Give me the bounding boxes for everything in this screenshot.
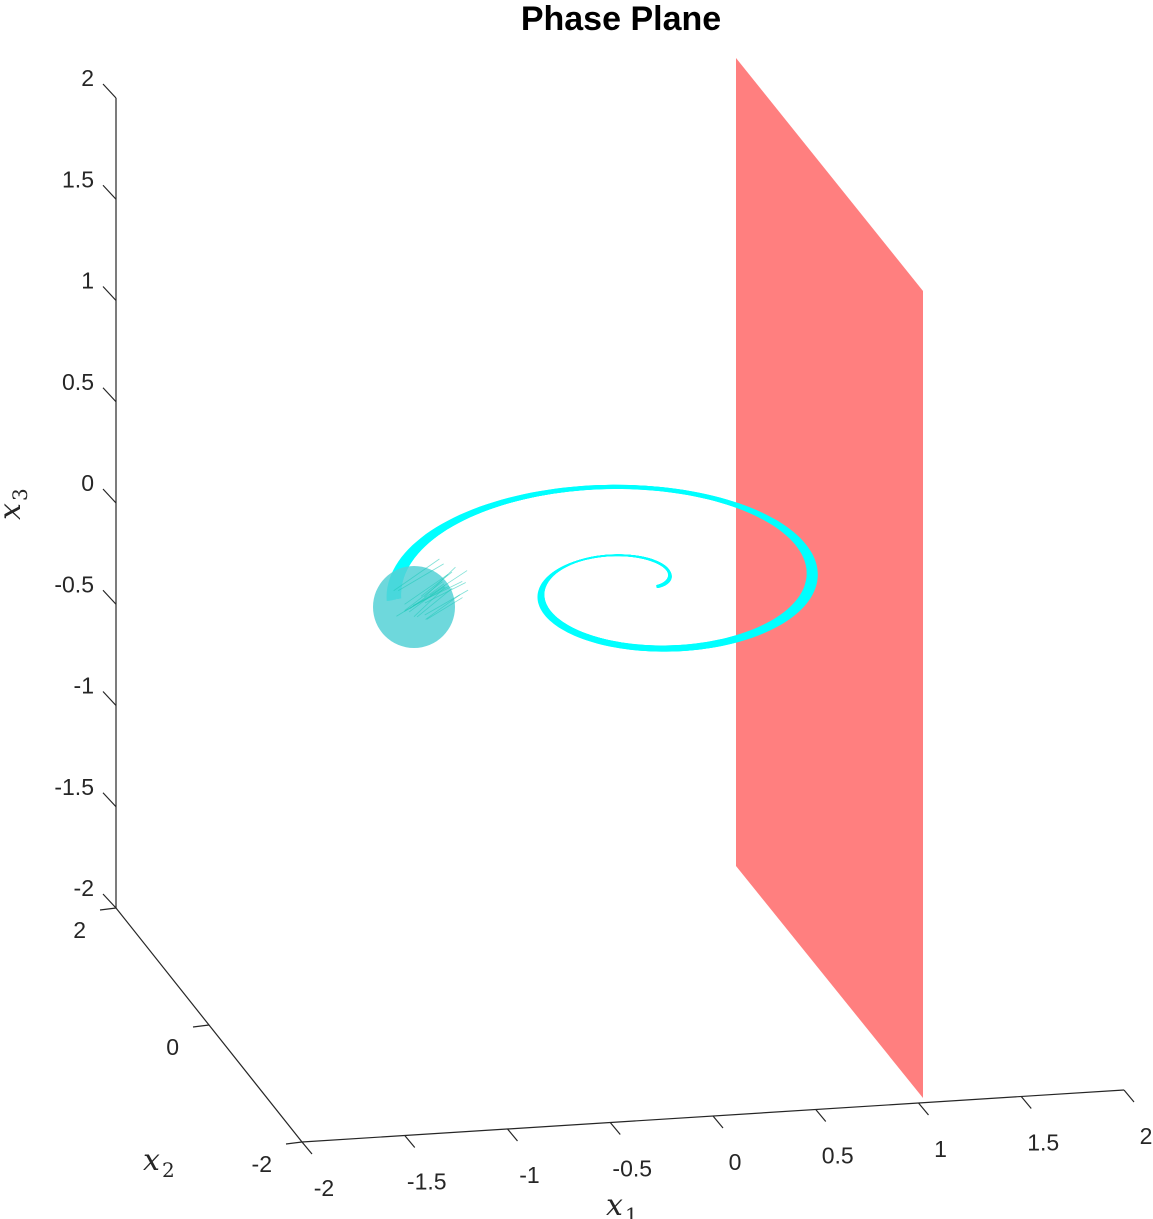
y-tick-mark <box>192 1024 210 1028</box>
y-tick-mark <box>285 1141 303 1145</box>
x-tick-mark <box>507 1128 518 1142</box>
initial-set-strand <box>426 597 463 620</box>
svg-text:x: x <box>0 503 28 520</box>
x-axis-ticks: -2 -1.5 -1 -0.5 0 0.5 1 1.5 2 <box>301 1089 1153 1201</box>
initial-set-strand <box>404 574 449 605</box>
z-tick-mark <box>102 488 117 504</box>
y-tick-label: 2 <box>73 917 86 943</box>
z-tick-label: 0.5 <box>62 369 94 395</box>
z-tick-label: 2 <box>81 65 94 91</box>
initial-set-strands <box>393 558 469 620</box>
initial-set-strand <box>413 586 446 618</box>
z-tick-mark <box>102 893 117 909</box>
z-tick-label: 0 <box>81 470 94 496</box>
x-tick-label: -1 <box>519 1162 539 1188</box>
initial-set-strand <box>429 570 468 596</box>
svg-text:x: x <box>606 1188 623 1219</box>
x-tick-label: -2 <box>314 1175 334 1201</box>
initial-set-strand <box>396 586 445 617</box>
z-tick-mark <box>102 286 117 301</box>
x-tick-mark <box>1020 1096 1032 1109</box>
y-tick-mark <box>99 907 117 911</box>
x-tick-mark <box>301 1141 313 1155</box>
x-tick-mark <box>404 1135 416 1148</box>
x-tick-mark <box>712 1115 724 1129</box>
z-tick-mark <box>102 184 117 200</box>
z-tick-label: -1.5 <box>54 774 94 800</box>
svg-text:2: 2 <box>162 1158 175 1182</box>
initial-set-strand <box>416 587 453 618</box>
svg-text:x: x <box>143 1143 160 1178</box>
z-tick-mark <box>102 83 117 99</box>
x-tick-label: -1.5 <box>407 1169 447 1195</box>
x-tick-label: -0.5 <box>612 1156 652 1182</box>
z-tick-mark <box>102 387 117 403</box>
svg-text:1: 1 <box>625 1203 638 1219</box>
z-tick-label: 1 <box>81 268 94 294</box>
z-tick-mark <box>102 589 117 605</box>
z-tick-label: -2 <box>74 875 94 901</box>
z-tick-label: -0.5 <box>54 571 94 597</box>
z-tick-mark <box>102 792 117 808</box>
y-axis-label: x 2 <box>143 1143 175 1182</box>
x-tick-mark <box>815 1109 827 1122</box>
plane-x1 <box>736 58 923 1098</box>
z-tick-mark <box>102 691 117 706</box>
x-tick-mark <box>1123 1089 1135 1103</box>
trajectory-bundle <box>386 484 818 652</box>
initial-set-strand <box>424 589 469 616</box>
svg-text:3: 3 <box>8 488 32 501</box>
initial-set <box>373 566 455 648</box>
x-tick-label: 0.5 <box>822 1143 854 1169</box>
initial-set-strand <box>397 563 444 592</box>
initial-set-strand <box>424 566 456 598</box>
x-tick-label: 0 <box>729 1149 742 1175</box>
x-axis-label: x 1 <box>606 1188 638 1219</box>
z-tick-label: -1 <box>74 673 94 699</box>
z-axis-label: x 3 <box>0 488 32 520</box>
z-axis-ticks: 2 1.5 1 0.5 0 -0.5 -1 -1.5 -2 <box>54 65 117 909</box>
y-tick-label: -2 <box>252 1151 272 1177</box>
initial-set-strand <box>404 581 443 611</box>
initial-set-strand <box>425 594 461 620</box>
x-tick-label: 1 <box>934 1136 947 1162</box>
y-axis-ticks: -2 0 2 <box>73 907 303 1177</box>
initial-set-strand <box>420 571 453 597</box>
trajectory-line <box>387 485 816 652</box>
initial-set-strand <box>393 558 440 592</box>
x-tick-mark <box>609 1122 621 1135</box>
x-tick-mark <box>918 1102 929 1116</box>
x-tick-label: 2 <box>1140 1123 1153 1149</box>
trajectory-line <box>393 486 814 650</box>
y-tick-label: 0 <box>166 1034 179 1060</box>
z-tick-label: 1.5 <box>62 166 94 192</box>
x-tick-label: 1.5 <box>1027 1130 1059 1156</box>
chart-title: Phase Plane <box>521 0 721 38</box>
